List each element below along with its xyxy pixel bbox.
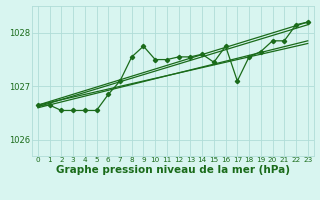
X-axis label: Graphe pression niveau de la mer (hPa): Graphe pression niveau de la mer (hPa) bbox=[56, 165, 290, 175]
